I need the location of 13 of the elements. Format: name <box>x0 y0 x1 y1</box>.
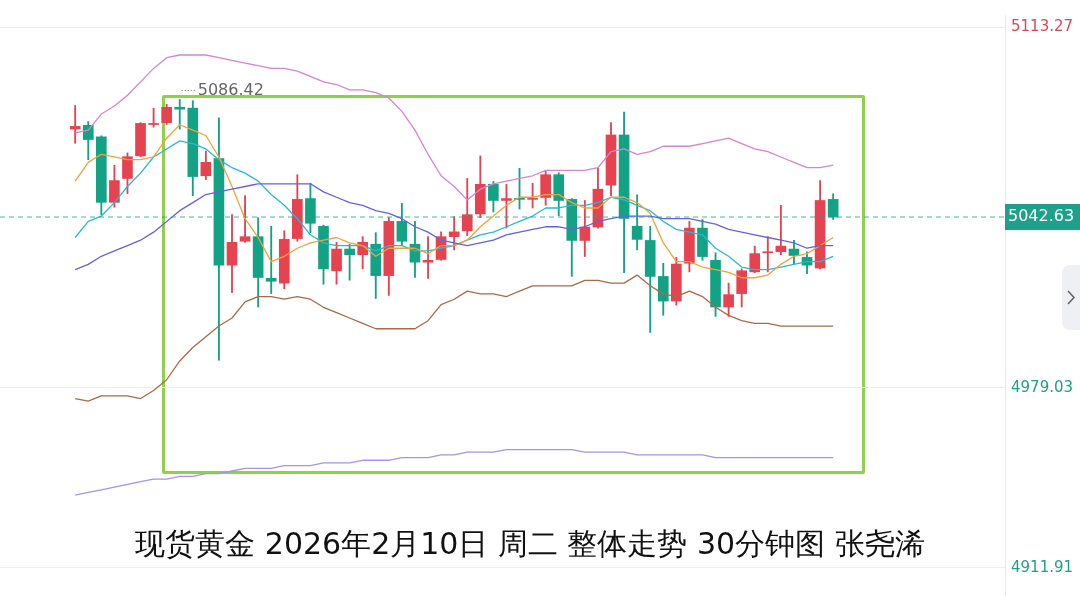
candlestick <box>148 107 159 128</box>
ref-line-label: 5042.63 <box>1008 206 1075 226</box>
candlestick <box>527 182 538 209</box>
y-tick-label: 4979.03 <box>1011 377 1074 396</box>
annotation: 5086.42 <box>197 79 264 99</box>
y-tick-label: 4911.91 <box>1011 557 1074 576</box>
candlestick <box>762 236 774 273</box>
candlestick <box>422 236 434 279</box>
text: 现货黄金 2026年2月10日 周二 整体走势 30分钟图 张尧浠 <box>135 526 925 561</box>
candlestick <box>265 225 277 294</box>
candlestick <box>69 105 81 144</box>
y-tick-label: 5113.27 <box>1011 17 1074 36</box>
candlestick <box>775 204 787 256</box>
